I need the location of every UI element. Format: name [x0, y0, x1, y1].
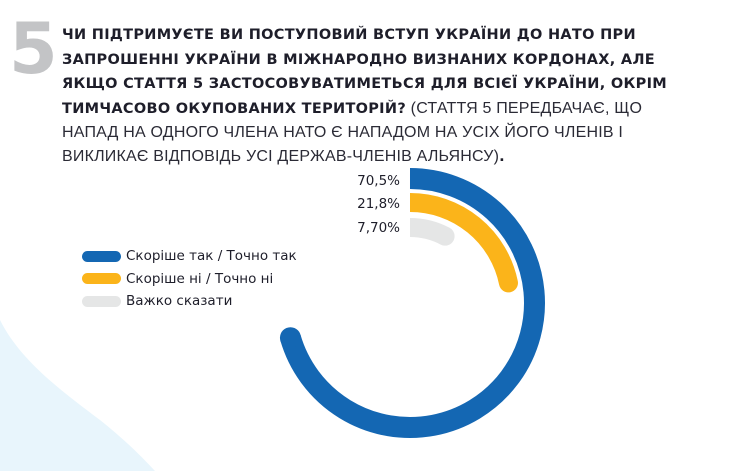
legend-label: Важко сказати [126, 293, 233, 310]
legend-item-yes: Скоріше так / Точно так [82, 245, 297, 268]
value-label-yes: 70,5% [357, 173, 400, 189]
value-label-no: 21,8% [357, 196, 400, 212]
arc-no [400, 193, 518, 293]
legend-swatch-gray [82, 295, 121, 307]
arc-yes-end-cap [279, 327, 301, 349]
legend-label: Скоріше ні / Точно ні [126, 270, 274, 287]
question-main: ЧИ ПІДТРИМУЄТЕ ВИ ПОСТУПОВИЙ ВСТУП УКРАЇ… [62, 27, 667, 117]
value-label-hard: 7,70% [357, 220, 400, 236]
legend-swatch-yellow [82, 273, 121, 285]
chart-legend: Скоріше так / Точно так Скоріше ні / Точ… [82, 245, 297, 313]
arc-start-mask [400, 217, 410, 238]
question-end: . [499, 148, 505, 165]
legend-item-no: Скоріше ні / Точно ні [82, 268, 297, 291]
question-text: ЧИ ПІДТРИМУЄТЕ ВИ ПОСТУПОВИЙ ВСТУП УКРАЇ… [62, 23, 682, 169]
question-number: 5 [9, 8, 58, 90]
legend-item-hard: Важко сказати [82, 290, 297, 313]
arc-start-mask [400, 192, 410, 213]
arc-yes [280, 168, 545, 438]
question-note: (СТАТТЯ 5 ПЕРЕДБАЧАЄ, ЩО НАПАД НА ОДНОГО… [62, 99, 643, 165]
arc-hard-to-say [400, 218, 455, 246]
legend-swatch-blue [82, 250, 121, 262]
legend-label: Скоріше так / Точно так [126, 248, 297, 265]
